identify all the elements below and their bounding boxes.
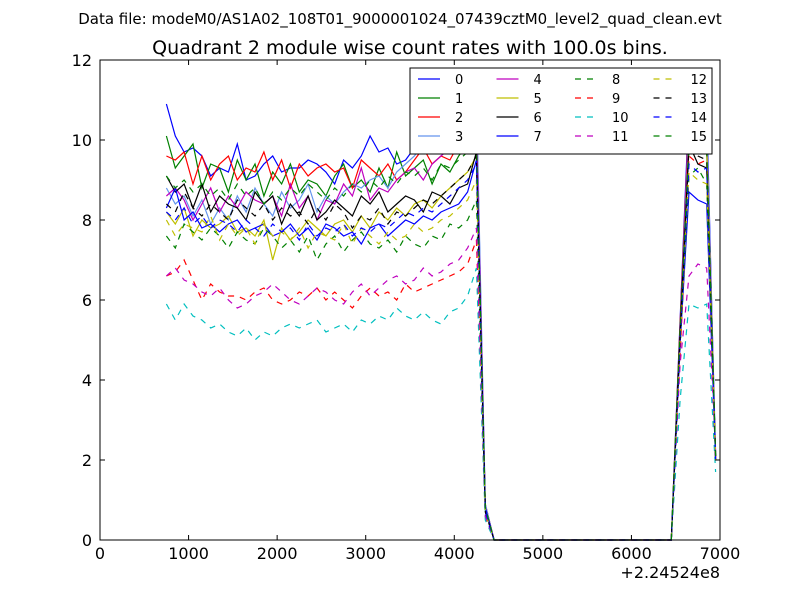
figure-suptitle: Data file: modeM0/AS1A02_108T01_90000010…: [78, 10, 722, 29]
x-tick-label: 6000: [611, 544, 652, 563]
legend-label-0: 0: [455, 73, 463, 88]
x-tick-label: 4000: [434, 544, 475, 563]
y-tick-label: 4: [82, 371, 92, 390]
y-tick-label: 2: [82, 451, 92, 470]
x-tick-label: 7000: [700, 544, 741, 563]
legend-label-2: 2: [455, 111, 463, 126]
legend-label-12: 12: [691, 73, 708, 88]
legend-label-13: 13: [691, 92, 708, 107]
legend-label-11: 11: [612, 130, 629, 145]
y-tick-label: 6: [82, 291, 92, 310]
legend-label-9: 9: [612, 92, 620, 107]
legend-label-6: 6: [534, 111, 542, 126]
x-tick-label: 1000: [168, 544, 209, 563]
chart-title: Quadrant 2 module wise count rates with …: [152, 37, 668, 59]
y-tick-label: 12: [72, 51, 92, 70]
series-line-9: [166, 154, 717, 541]
y-tick-label: 10: [72, 131, 92, 150]
legend-label-5: 5: [534, 92, 542, 107]
series-line-10: [165, 267, 717, 541]
y-tick-label: 0: [82, 531, 92, 550]
x-tick-label: 5000: [522, 544, 563, 563]
legend-label-8: 8: [612, 73, 620, 88]
y-tick-label: 8: [82, 211, 92, 230]
legend-label-15: 15: [691, 130, 708, 145]
legend-box: [409, 67, 713, 155]
legend-label-7: 7: [534, 130, 542, 145]
x-offset-label: +2.24524e8: [620, 563, 720, 582]
legend-label-1: 1: [455, 92, 463, 107]
legend-label-14: 14: [691, 111, 708, 126]
x-tick-label: 2000: [257, 544, 298, 563]
axes-border: [99, 59, 721, 541]
legend-label-3: 3: [455, 130, 463, 145]
legend-label-4: 4: [534, 73, 542, 88]
x-tick-label: 3000: [345, 544, 386, 563]
series-line-12: [165, 170, 717, 541]
x-tick-label: 0: [95, 544, 105, 563]
legend-label-10: 10: [612, 111, 629, 126]
